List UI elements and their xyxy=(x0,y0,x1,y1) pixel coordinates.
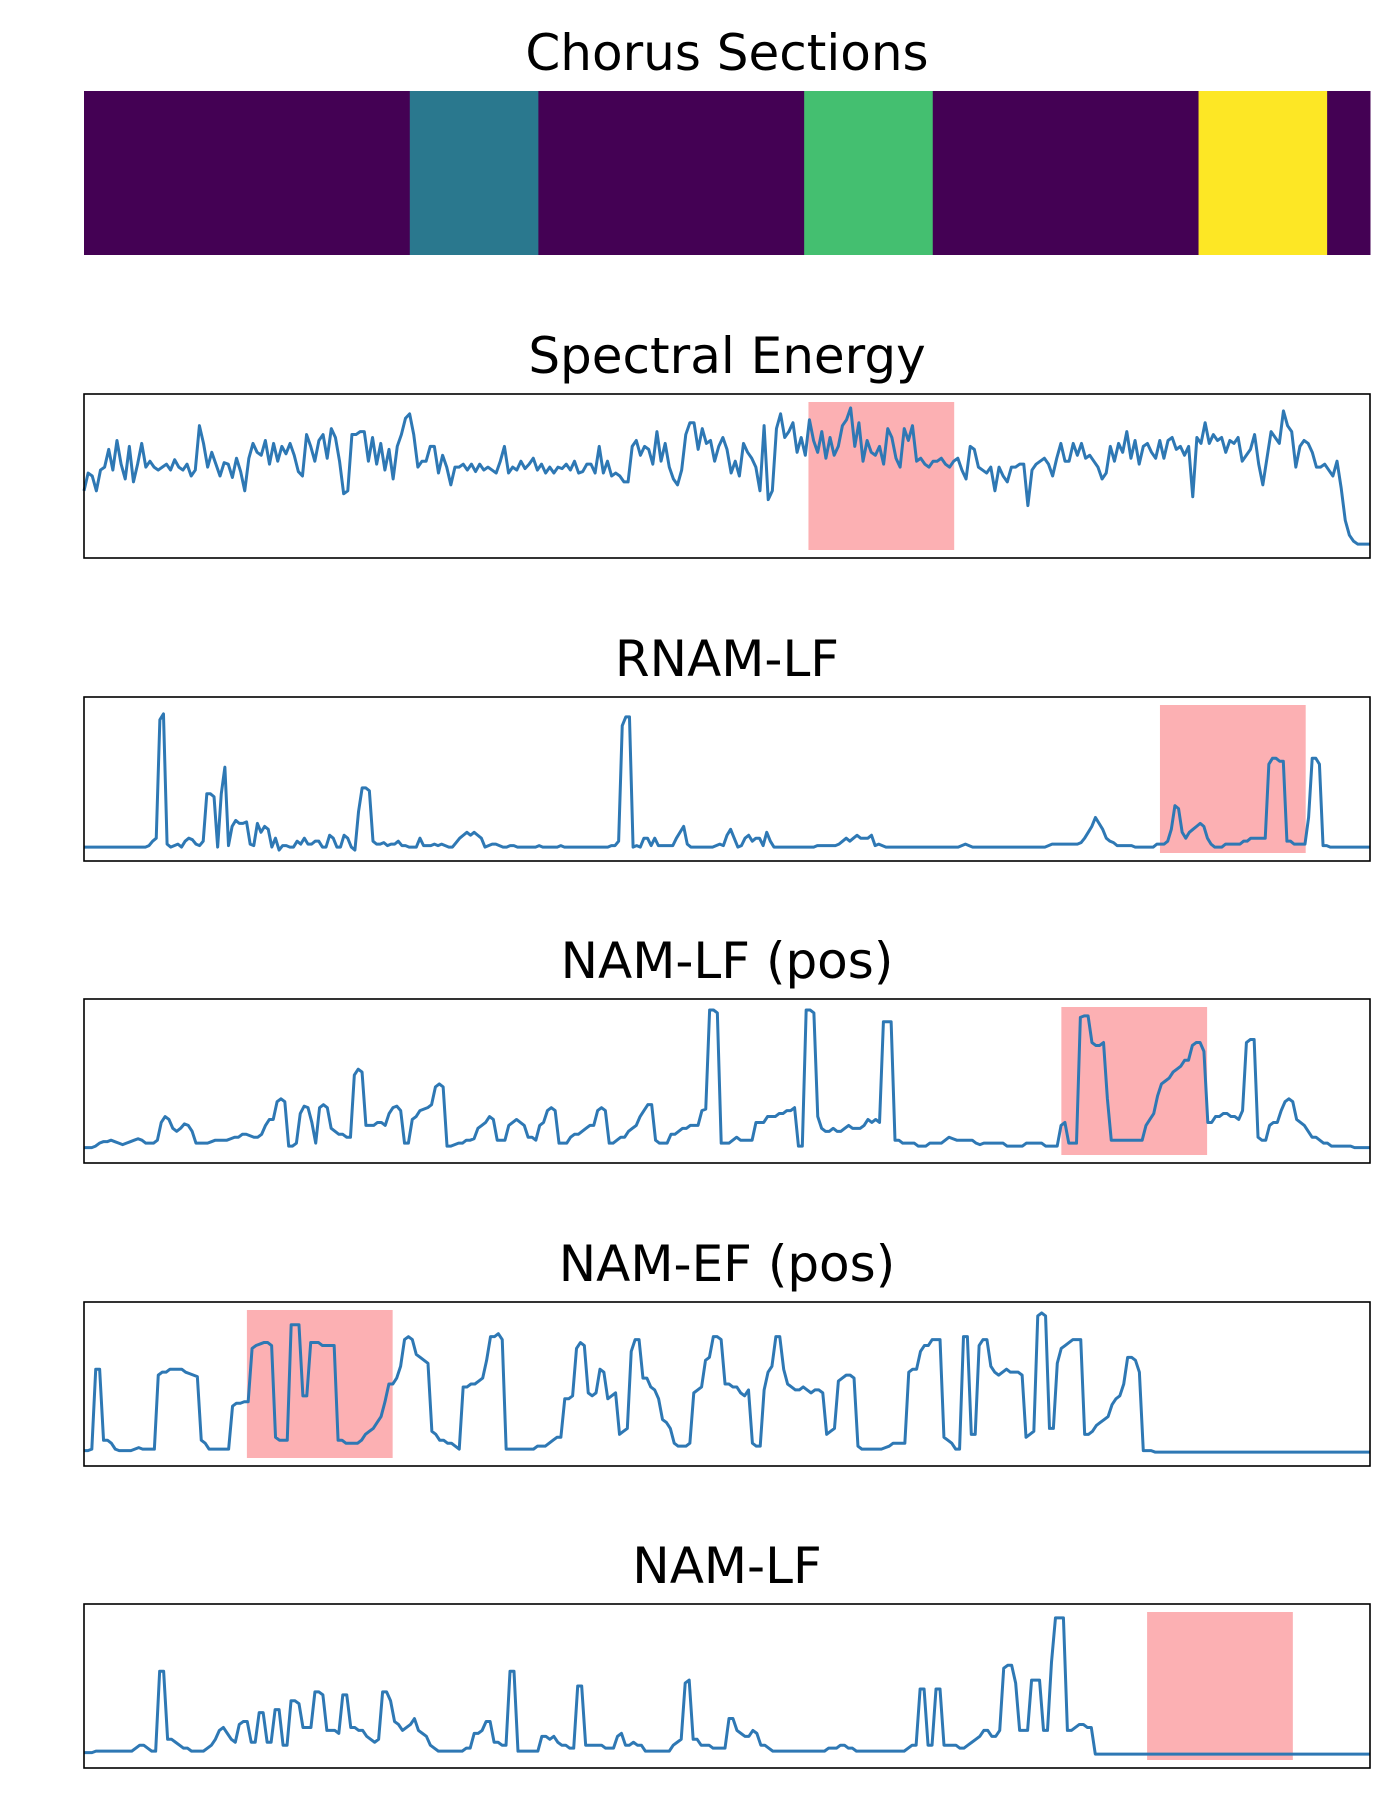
section-segment xyxy=(804,91,934,255)
panel-3: NAM-LF (pos) xyxy=(83,932,1371,1164)
section-segment xyxy=(409,91,539,255)
plot-frame xyxy=(83,696,1371,862)
panel-title: Spectral Energy xyxy=(528,327,925,385)
section-segment xyxy=(538,91,805,255)
panel-5: NAM-LF xyxy=(83,1537,1371,1769)
panel-title: NAM-LF (pos) xyxy=(561,932,894,990)
panel-title: NAM-LF xyxy=(632,1537,821,1595)
panel-2: RNAM-LF xyxy=(83,630,1371,862)
signal-line xyxy=(82,406,1370,546)
highlight-region xyxy=(1147,1612,1293,1760)
panel-4: NAM-EF (pos) xyxy=(83,1235,1371,1467)
signal-line xyxy=(84,1616,1370,1756)
signal-line xyxy=(84,712,1370,852)
panel-title: NAM-EF (pos) xyxy=(559,1235,895,1293)
highlight-region xyxy=(808,402,955,550)
section-segment xyxy=(84,91,411,255)
panel-1: Spectral Energy xyxy=(82,327,1371,559)
highlight-region xyxy=(1061,1007,1208,1155)
panel-title: Chorus Sections xyxy=(525,24,928,82)
panel-title: RNAM-LF xyxy=(615,630,839,688)
section-segment xyxy=(932,91,1200,255)
plot-frame xyxy=(83,1301,1371,1467)
highlight-region xyxy=(246,1310,393,1458)
signal-line xyxy=(84,1311,1370,1454)
highlight-region xyxy=(1159,705,1306,853)
section-segment xyxy=(1327,91,1371,255)
plot-frame xyxy=(83,998,1371,1164)
plot-frame xyxy=(83,393,1371,559)
plot-frame xyxy=(83,1603,1371,1769)
section-segment xyxy=(1198,91,1328,255)
signal-line xyxy=(84,1008,1370,1150)
panel-0: Chorus Sections xyxy=(84,24,1371,255)
